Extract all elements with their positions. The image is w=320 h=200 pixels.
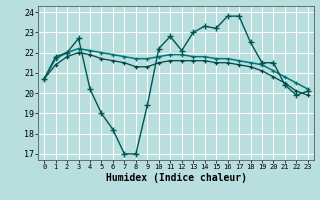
X-axis label: Humidex (Indice chaleur): Humidex (Indice chaleur) bbox=[106, 173, 246, 183]
